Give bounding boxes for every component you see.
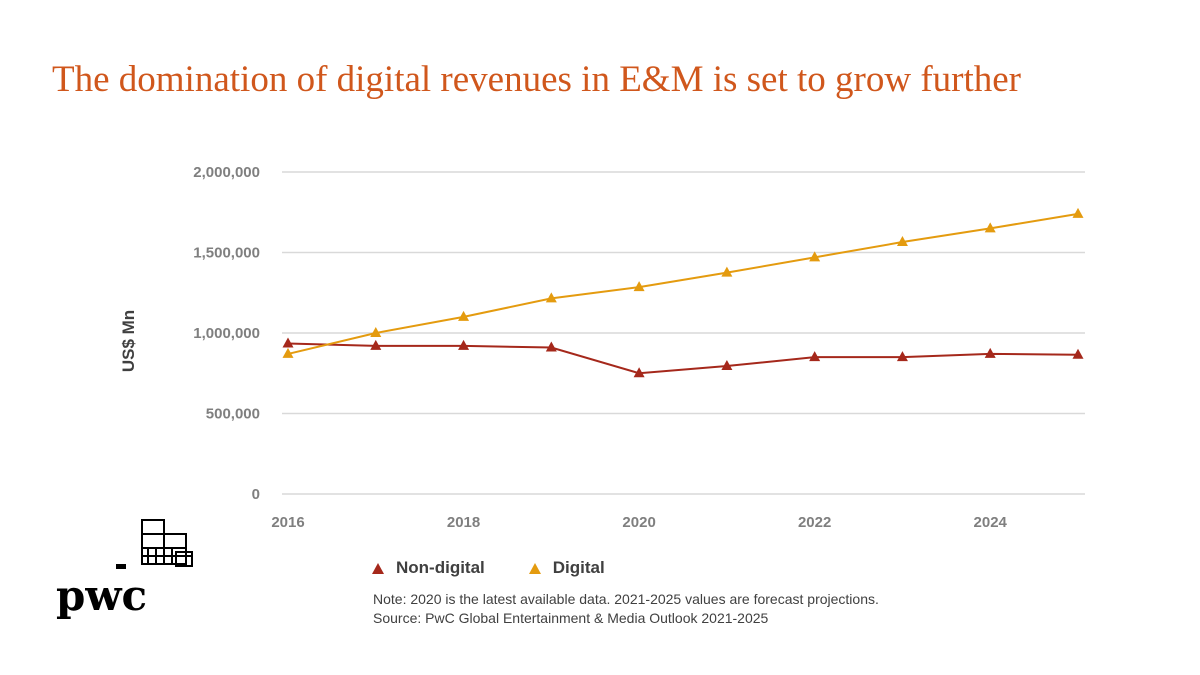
x-tick-label: 2016 [271, 514, 304, 531]
y-tick-label: 500,000 [206, 406, 260, 423]
data-point-non-digital [721, 360, 733, 371]
data-point-non-digital [896, 351, 908, 362]
data-point-digital [545, 292, 557, 303]
x-axis-ticks: 2016 2018 2020 2022 2024 [271, 514, 1007, 531]
data-point-non-digital [458, 339, 470, 350]
data-point-digital [984, 222, 996, 233]
y-axis-label: US$ Mn [119, 310, 138, 372]
legend-marker-digital [528, 562, 541, 574]
y-tick-label: 0 [252, 486, 260, 503]
data-point-digital [370, 327, 382, 337]
y-tick-label: 1,500,000 [193, 245, 260, 262]
data-point-non-digital [282, 337, 294, 348]
data-point-digital [282, 347, 294, 358]
data-point-non-digital [809, 351, 821, 362]
data-point-digital [721, 266, 733, 277]
data-point-non-digital [1072, 348, 1084, 359]
chart-notes: Note: 2020 is the latest available data.… [373, 590, 879, 628]
x-tick-label: 2022 [798, 514, 831, 531]
data-point-digital [633, 281, 645, 292]
data-point-non-digital [984, 347, 996, 358]
data-point-non-digital [633, 367, 645, 378]
data-point-digital [809, 251, 821, 262]
note-text: Note: 2020 is the latest available data.… [373, 591, 879, 607]
legend-item-digital: Digital [528, 558, 605, 578]
data-point-digital [1072, 207, 1084, 218]
legend-label-non-digital: Non-digital [396, 558, 485, 577]
source-text: Source: PwC Global Entertainment & Media… [373, 610, 769, 626]
pwc-logo: pwc [56, 519, 193, 620]
series-line-digital [287, 212, 1079, 355]
data-point-non-digital [370, 339, 382, 350]
series-line-non-digital [287, 342, 1079, 375]
pwc-logo-text: pwc [56, 571, 147, 620]
x-tick-label: 2024 [974, 514, 1008, 531]
y-axis-ticks: 0 500,000 1,000,000 1,500,000 2,000,000 [193, 164, 260, 503]
page-title: The domination of digital revenues in E&… [52, 59, 1021, 100]
x-tick-label: 2018 [447, 514, 480, 531]
chart-series [282, 207, 1084, 378]
chart-gridlines [282, 171, 1085, 495]
data-point-digital [458, 310, 470, 321]
legend-marker-non-digital [372, 562, 384, 574]
y-tick-label: 1,000,000 [193, 325, 260, 342]
legend-item-non-digital: Non-digital [372, 558, 485, 578]
legend-label-digital: Digital [552, 558, 605, 577]
chart-legend: Non-digital Digital [372, 558, 605, 578]
x-tick-label: 2020 [622, 514, 655, 531]
data-point-digital [896, 236, 908, 247]
data-point-non-digital [545, 341, 557, 352]
y-tick-label: 2,000,000 [193, 164, 260, 181]
